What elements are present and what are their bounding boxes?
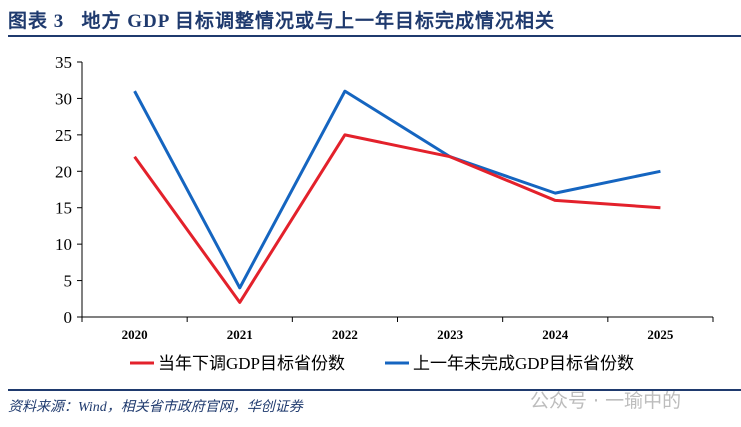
- x-tick-label: 2024: [542, 327, 569, 342]
- x-tick-label: 2022: [332, 327, 358, 342]
- source-divider: [8, 389, 741, 391]
- series-line-1: [133, 89, 661, 290]
- y-tick-label: 30: [55, 89, 72, 108]
- source-note: 资料来源：Wind，相关省市政府官网，华创证券: [8, 400, 303, 415]
- x-tick-label: 2025: [647, 327, 674, 342]
- y-tick-label: 10: [55, 235, 72, 254]
- y-tick-label: 25: [55, 126, 72, 145]
- y-tick-label: 15: [55, 199, 72, 218]
- x-tick-label: 2020: [122, 327, 148, 342]
- series-line-0: [133, 133, 661, 304]
- legend-label: 上一年未完成GDP目标省份数: [413, 354, 634, 373]
- x-tick-label: 2021: [227, 327, 253, 342]
- x-tick-label: 2023: [437, 327, 464, 342]
- watermark: 公众号 · 一瑜中的: [530, 390, 682, 412]
- y-tick-label: 20: [55, 162, 72, 181]
- legend-label: 当年下调GDP目标省份数: [158, 354, 345, 373]
- title-divider: [8, 35, 741, 37]
- y-tick-label: 0: [64, 308, 73, 327]
- y-tick-label: 5: [64, 272, 73, 291]
- y-tick-label: 35: [55, 53, 72, 72]
- figure-title: 图表 3 地方 GDP 目标调整情况或与上一年目标完成情况相关: [8, 11, 556, 32]
